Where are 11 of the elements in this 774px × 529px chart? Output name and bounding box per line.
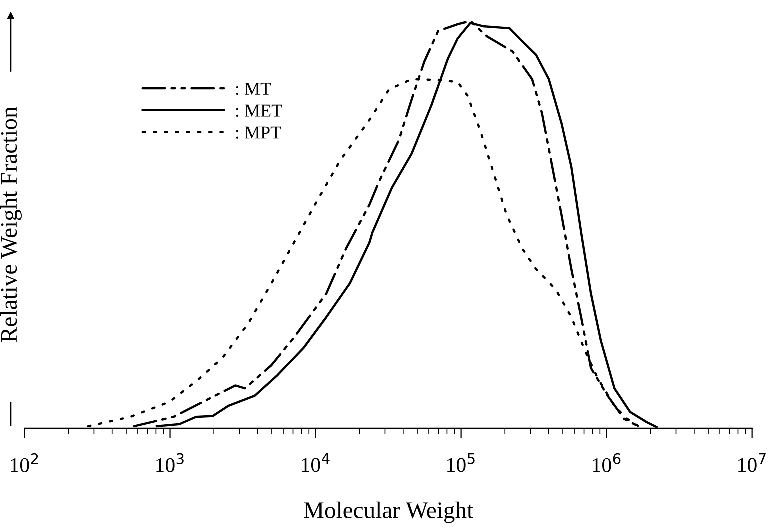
x-tick-label: 10$^{6}$ [593, 453, 621, 472]
x-axis-title: Molecular Weight [304, 502, 474, 524]
x-tick-label: 10$^{7}$ [738, 453, 766, 472]
x-tick-label: 10$^{2}$ [11, 453, 38, 472]
x-tick-label: 10$^{4}$ [302, 453, 330, 472]
y-axis-title: Relative Weight Fraction [0, 107, 22, 342]
legend-label: : MT [236, 83, 272, 96]
legend-label: : MPT [236, 126, 282, 139]
legend-label: : MET [236, 104, 282, 118]
x-tick-label: 10$^{5}$ [448, 453, 475, 472]
x-tick-label: 10$^{3}$ [156, 453, 184, 472]
